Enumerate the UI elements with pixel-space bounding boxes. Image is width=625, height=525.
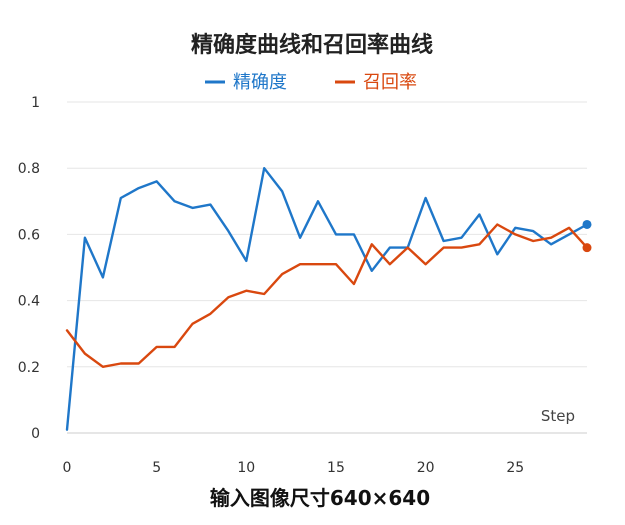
- y-axis-ticks: 0 0.2 0.4 0.6 0.8 1: [18, 95, 40, 442]
- series-lines: [65, 166, 592, 431]
- legend-label-recall: 召回率: [363, 72, 417, 93]
- y-tick-label: 0: [31, 426, 40, 442]
- legend-item-recall[interactable]: 召回率: [335, 72, 417, 93]
- y-tick-label: 0.8: [18, 161, 40, 177]
- series-line-recall: [65, 223, 589, 368]
- x-tick-label: 25: [506, 460, 524, 476]
- chart-caption: 输入图像尺寸640×640: [210, 486, 430, 510]
- gridlines: [67, 101, 587, 434]
- legend-item-precision[interactable]: 精确度: [205, 72, 287, 93]
- series-end-point-recall[interactable]: [582, 243, 592, 253]
- x-axis-ticks: 0 5 10 15 20 25: [63, 460, 525, 476]
- x-tick-label: 20: [417, 460, 435, 476]
- x-tick-label: 5: [152, 460, 161, 476]
- y-tick-label: 1: [31, 95, 40, 111]
- x-tick-label: 0: [63, 460, 72, 476]
- y-tick-label: 0.2: [18, 360, 40, 376]
- y-tick-label: 0.6: [18, 227, 40, 243]
- x-tick-label: 15: [327, 460, 345, 476]
- legend-label-precision: 精确度: [233, 72, 287, 93]
- chart-title: 精确度曲线和召回率曲线: [191, 32, 433, 58]
- x-axis-label: Step: [541, 407, 575, 425]
- legend: 精确度 召回率: [205, 72, 417, 93]
- series-line-precision: [65, 166, 589, 431]
- y-tick-label: 0.4: [18, 294, 40, 310]
- series-end-point-precision[interactable]: [582, 219, 592, 229]
- x-tick-label: 10: [237, 460, 255, 476]
